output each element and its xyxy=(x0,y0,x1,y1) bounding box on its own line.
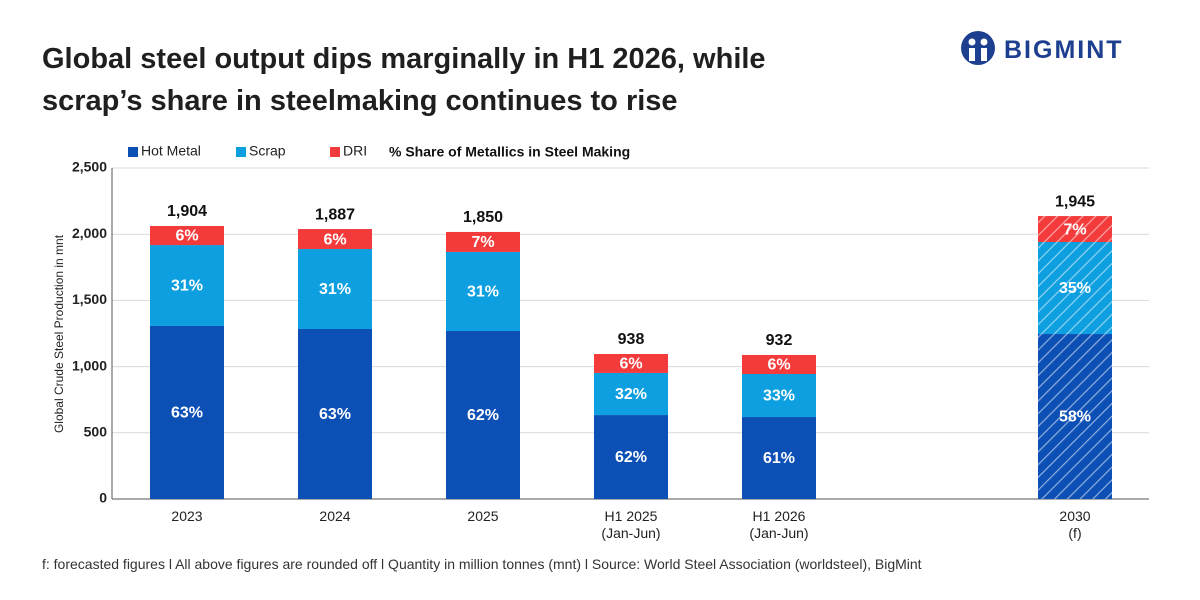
legend-note: % Share of Metallics in Steel Making xyxy=(389,144,630,160)
bar-segment xyxy=(594,354,668,373)
bar-segment xyxy=(150,245,224,326)
x-tick-label: 2023 xyxy=(171,508,203,524)
y-tick-label: 2,000 xyxy=(72,225,107,241)
total-label: 1,887 xyxy=(315,206,355,223)
x-tick-label: 2024 xyxy=(319,508,351,524)
legend-label: Hot Metal xyxy=(141,143,201,159)
bar-segment xyxy=(742,417,816,499)
share-label: 32% xyxy=(615,386,647,403)
share-label: 33% xyxy=(763,388,795,405)
legend-label: Scrap xyxy=(249,143,286,159)
share-label: 35% xyxy=(1059,280,1091,297)
x-tick-label: 2025 xyxy=(467,508,499,524)
hatch-overlay xyxy=(1038,242,1112,335)
hatch-overlay xyxy=(1038,334,1112,499)
y-tick-label: 2,500 xyxy=(72,159,107,175)
bar-segment xyxy=(150,225,224,246)
x-tick-label: H1 2025 (Jan-Jun) xyxy=(601,508,661,541)
share-label: 63% xyxy=(319,406,351,423)
bar-segment xyxy=(594,415,668,499)
bar-segment xyxy=(150,325,224,499)
total-label: 1,850 xyxy=(463,209,503,226)
bar-segment xyxy=(298,328,372,499)
share-label: 31% xyxy=(467,284,499,301)
total-label: 932 xyxy=(766,332,793,349)
bar-segment xyxy=(594,372,668,416)
x-tick-label: H1 2026 (Jan-Jun) xyxy=(749,508,809,541)
share-label: 63% xyxy=(171,405,203,422)
legend-swatch xyxy=(330,147,340,157)
legend-label: DRI xyxy=(343,143,367,159)
share-label: 7% xyxy=(471,234,494,251)
bar-segment xyxy=(446,251,520,331)
y-tick-label: 1,000 xyxy=(72,357,107,373)
footer-note: f: forecasted figures l All above figure… xyxy=(42,556,922,572)
share-label: 31% xyxy=(171,278,203,295)
bar-segment xyxy=(742,374,816,418)
share-label: 6% xyxy=(175,228,198,245)
share-label: 31% xyxy=(319,281,351,298)
share-label: 7% xyxy=(1063,221,1086,238)
share-label: 58% xyxy=(1059,409,1091,426)
y-tick-label: 500 xyxy=(84,424,108,440)
total-label: 1,945 xyxy=(1055,193,1095,210)
y-tick-label: 1,500 xyxy=(72,291,107,307)
y-axis-label: Global Crude Steel Production in mnt xyxy=(52,234,66,433)
legend-swatch xyxy=(128,147,138,157)
total-label: 1,904 xyxy=(167,203,207,220)
x-tick-label: 2030 (f) xyxy=(1059,508,1091,541)
y-tick-label: 0 xyxy=(99,490,107,506)
bar-segment xyxy=(742,354,816,375)
bar-segment xyxy=(446,330,520,499)
bar-segment xyxy=(298,249,372,329)
legend-swatch xyxy=(236,147,246,157)
bar-segment xyxy=(446,231,520,252)
total-label: 938 xyxy=(618,331,645,348)
share-label: 62% xyxy=(615,449,647,466)
brand-name: BIGMINT xyxy=(1004,36,1124,64)
share-label: 61% xyxy=(763,450,795,467)
hatch-overlay xyxy=(1038,216,1112,243)
share-label: 6% xyxy=(767,357,790,374)
bar-segment xyxy=(298,229,372,250)
share-label: 6% xyxy=(323,231,346,248)
logo-icon xyxy=(961,31,995,65)
chart-title: Global steel output dips marginally in H… xyxy=(42,43,766,117)
share-label: 6% xyxy=(619,356,642,373)
share-label: 62% xyxy=(467,407,499,424)
